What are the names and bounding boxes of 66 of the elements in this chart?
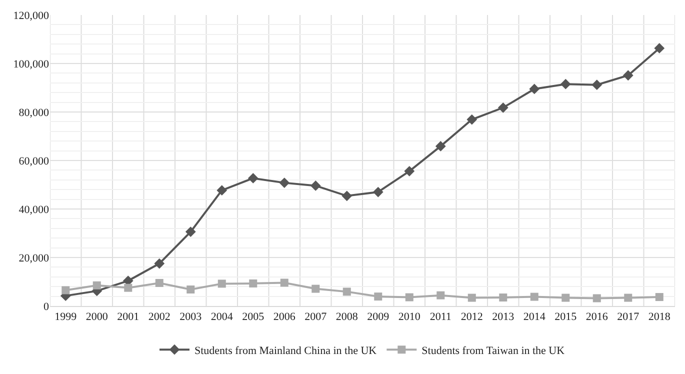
y-tick-label: 80,000 <box>18 106 50 119</box>
y-tick-label: 120,000 <box>13 10 50 22</box>
point <box>499 294 508 302</box>
point <box>498 102 508 113</box>
x-tick-label: 2008 <box>336 311 358 324</box>
x-tick-label: 2016 <box>586 311 608 324</box>
point <box>342 190 352 202</box>
point <box>624 294 632 302</box>
x-tick-label: 2012 <box>460 311 483 324</box>
point <box>655 293 664 302</box>
x-tick-label: 2018 <box>648 311 671 324</box>
point <box>310 180 321 191</box>
point <box>62 286 70 294</box>
y-tick-label: 100,000 <box>13 58 50 70</box>
point <box>280 278 288 287</box>
point <box>560 78 571 90</box>
point <box>529 84 540 94</box>
point <box>436 291 445 300</box>
point <box>374 292 382 301</box>
x-tick-label: 2000 <box>86 311 108 324</box>
point <box>218 280 226 288</box>
x-tick-label: 2001 <box>117 311 140 324</box>
y-tick-label: 40,000 <box>18 204 50 216</box>
x-tick-label: 2015 <box>554 311 578 324</box>
point <box>466 114 478 125</box>
x-tick-label: 2002 <box>148 311 170 324</box>
x-tick-label: 2006 <box>273 311 296 324</box>
x-tick-label: 2011 <box>430 311 452 324</box>
point <box>185 226 196 237</box>
point <box>92 281 101 290</box>
y-tick-label: 20,000 <box>18 252 50 264</box>
x-tick-label: 2010 <box>398 311 421 324</box>
point <box>155 278 164 287</box>
point <box>279 178 290 188</box>
point <box>154 258 165 269</box>
point <box>216 185 228 196</box>
x-tick-label: 2014 <box>523 311 546 324</box>
x-tick-label: 2004 <box>210 311 234 324</box>
y-tick-label: 0 <box>44 300 50 313</box>
point <box>530 292 538 301</box>
point <box>312 284 320 293</box>
x-tick-label: 2013 <box>492 311 515 324</box>
x-tick-label: 2009 <box>367 311 390 324</box>
point <box>405 293 414 302</box>
point <box>186 286 195 294</box>
x-tick-label: 1999 <box>54 311 78 324</box>
x-tick-label: 2017 <box>617 311 640 324</box>
x-tick-label: 2007 <box>304 311 328 324</box>
legend-label: Students from Taiwan in the UK <box>422 344 565 357</box>
x-tick-label: 2005 <box>242 311 265 324</box>
point <box>248 173 258 184</box>
x-tick-label: 2003 <box>180 311 202 324</box>
point <box>372 186 384 198</box>
y-tick-label: 60,000 <box>18 155 50 168</box>
point <box>592 80 602 90</box>
point <box>249 279 258 288</box>
legend-label: Students from Mainland China in the UK <box>194 344 377 357</box>
point <box>342 288 351 296</box>
point <box>622 70 634 81</box>
point <box>404 166 415 176</box>
point <box>654 43 665 54</box>
point <box>435 140 446 152</box>
point <box>592 294 601 302</box>
point <box>468 294 476 302</box>
point <box>124 284 132 292</box>
point <box>562 294 570 302</box>
